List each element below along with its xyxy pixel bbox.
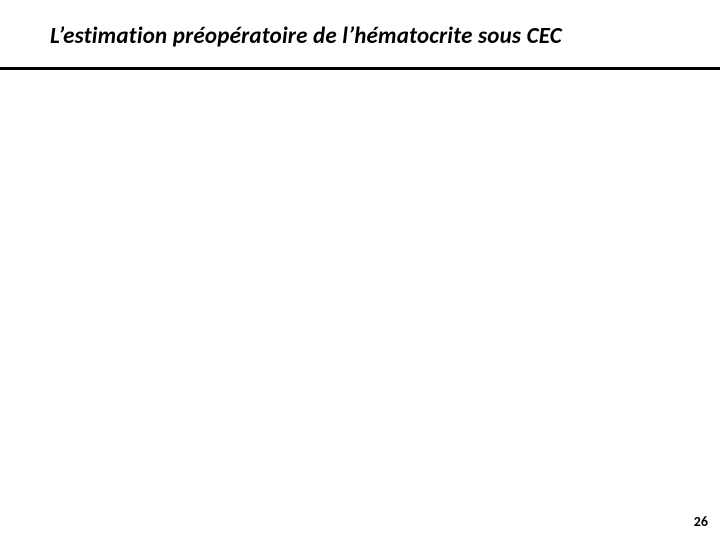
divider-rule	[0, 67, 720, 70]
slide: L’estimation préopératoire de l’hématocr…	[0, 0, 720, 540]
page-number: 26	[694, 513, 708, 530]
slide-title: L’estimation préopératoire de l’hématocr…	[50, 22, 670, 50]
